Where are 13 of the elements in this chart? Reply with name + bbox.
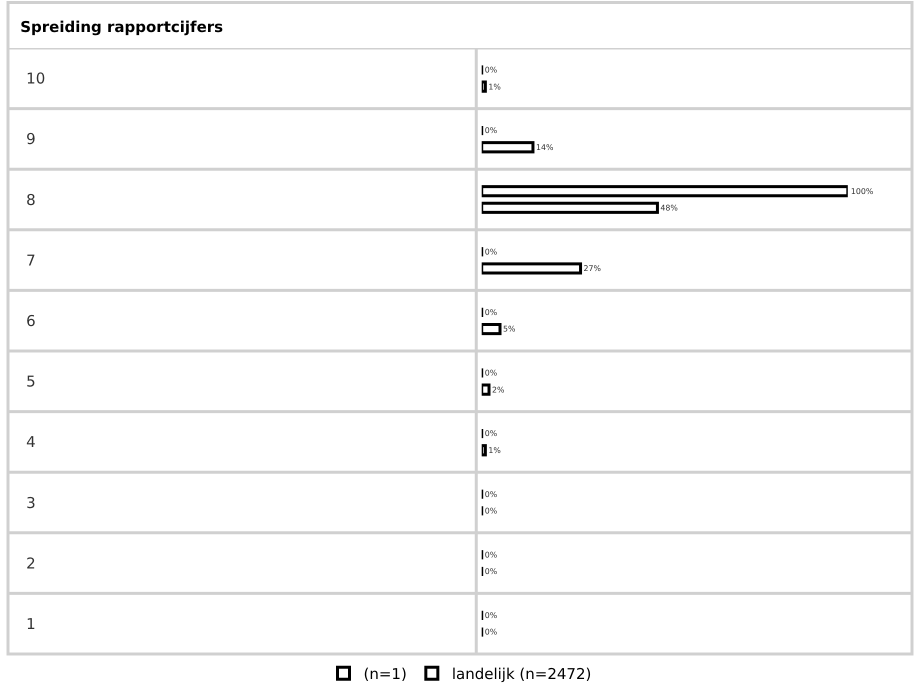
- legend-label: landelijk (n=2472): [452, 665, 592, 684]
- y-tick-label: 6: [26, 312, 36, 330]
- y-tick-label: 8: [26, 190, 36, 209]
- y-tick-label: 10: [26, 70, 46, 88]
- legend-label: (n=1): [364, 665, 407, 684]
- y-tick-label: 1: [26, 614, 36, 633]
- y-tick-label: 9: [26, 130, 36, 148]
- y-tick-label: 4: [26, 433, 36, 452]
- text: Spreiding rapportcijfers: [20, 18, 224, 36]
- y-tick-label: 5: [26, 372, 36, 391]
- y-tick-label: 7: [26, 251, 36, 270]
- y-tick-label: 3: [26, 494, 36, 512]
- y-tick-label: 2: [26, 554, 36, 572]
